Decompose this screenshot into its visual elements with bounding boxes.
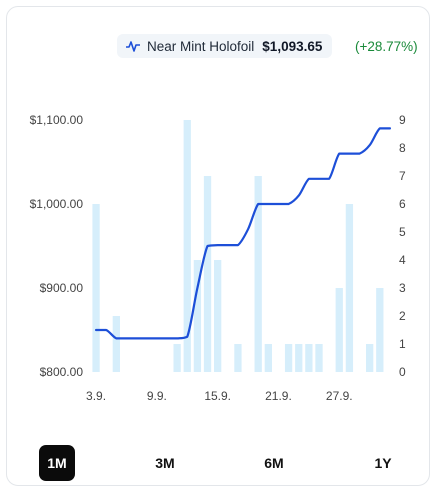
legend-series-label: Near Mint Holofoil [147,38,255,54]
x-tick-label: 21.9. [265,389,292,403]
y-right-tick-label: 8 [399,141,406,155]
range-button-1m[interactable]: 1M [39,445,75,481]
volume-bar [315,344,323,372]
volume-bar [264,344,272,372]
range-button-6m[interactable]: 6M [256,445,292,481]
y-left-tick-label: $800.00 [40,365,84,379]
volume-bar [254,176,262,372]
y-right-tick-label: 3 [399,281,406,295]
y-right-tick-label: 1 [399,337,406,351]
volume-bar [203,176,212,372]
y-right-tick-label: 4 [399,253,406,267]
price-chart-card: Near Mint Holofoil $1,093.65 (+28.77%) $… [6,6,430,486]
volume-bar [345,204,354,372]
y-left-tick-label: $1,000.00 [30,197,84,211]
volume-bar [234,344,242,372]
y-right-tick-label: 5 [399,225,406,239]
price-line [94,127,392,340]
x-tick-label: 15.9. [204,389,231,403]
legend-price: $1,093.65 [262,38,323,54]
pulse-icon [126,41,140,52]
y-left-tick-label: $900.00 [40,281,84,295]
range-selector: 1M 3M 6M 1Y [39,445,413,481]
volume-bar [366,344,374,372]
y-right-tick-label: 6 [399,197,406,211]
volume-bar [193,260,202,372]
volume-bar [183,120,191,372]
legend-change: (+28.77%) [355,38,418,54]
chart-legend: Near Mint Holofoil $1,093.65 (+28.77%) [117,34,418,58]
volume-bar [305,344,313,372]
range-button-1y[interactable]: 1Y [365,445,401,481]
x-tick-label: 9.9. [147,389,167,403]
volume-bar [173,344,181,372]
volume-bar [295,344,303,372]
volume-bar [214,260,222,372]
volume-bar [284,344,293,372]
x-tick-label: 3.9. [86,389,106,403]
volume-bar [92,204,100,372]
x-tick-label: 27.9. [326,389,353,403]
y-right-tick-label: 7 [399,169,406,183]
range-button-3m[interactable]: 3M [147,445,183,481]
y-right-tick-label: 0 [399,365,406,379]
volume-bar [112,316,120,372]
y-right-tick-label: 2 [399,309,406,323]
volume-bar [376,288,384,372]
y-left-tick-label: $1,100.00 [30,113,84,127]
y-right-tick-label: 9 [399,113,406,127]
volume-bar [335,288,343,372]
chart-plot: $800.00 $900.00 $1,000.00 $1,100.00 0 1 2 3 4 5 6 7… [30,113,406,403]
